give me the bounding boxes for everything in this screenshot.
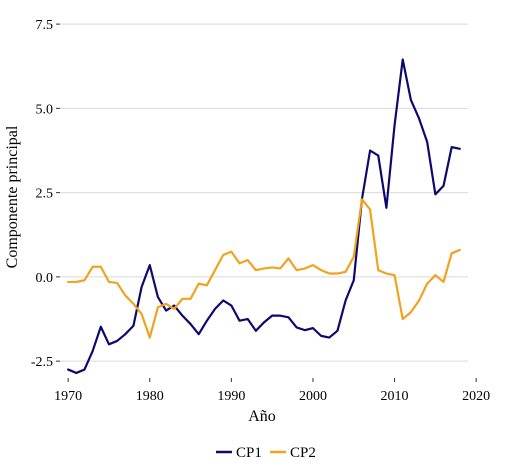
y-tick-label: 2.5 — [36, 187, 54, 202]
x-tick-label: 1980 — [136, 389, 164, 404]
y-tick-label: 0.0 — [36, 271, 54, 286]
y-tick-label: 7.5 — [36, 18, 54, 33]
legend-label: CP2 — [290, 445, 316, 461]
x-tick-label: 2000 — [299, 389, 327, 404]
y-axis: -2.5 0.0 2.5 5.0 7.5 — [31, 18, 60, 370]
x-tick-label: 2010 — [381, 389, 409, 404]
x-axis: 1970 1980 1990 2000 2010 2020 — [54, 378, 490, 404]
y-tick-label: -2.5 — [31, 355, 53, 370]
legend: CP1 CP2 — [216, 445, 316, 461]
x-tick-label: 1990 — [217, 389, 245, 404]
grid-lines — [60, 23, 468, 362]
x-tick-label: 1970 — [54, 389, 82, 404]
series-line-cp1 — [67, 58, 461, 375]
series-lines — [67, 58, 461, 375]
legend-label: CP1 — [236, 445, 262, 461]
y-axis-title: Componente principal — [4, 125, 21, 268]
y-tick-label: 5.0 — [36, 102, 54, 117]
legend-item-cp1: CP1 — [216, 445, 262, 461]
x-axis-title: Año — [248, 408, 276, 425]
series-line-cp2 — [67, 198, 461, 339]
legend-item-cp2: CP2 — [270, 445, 316, 461]
x-tick-label: 2020 — [462, 389, 490, 404]
